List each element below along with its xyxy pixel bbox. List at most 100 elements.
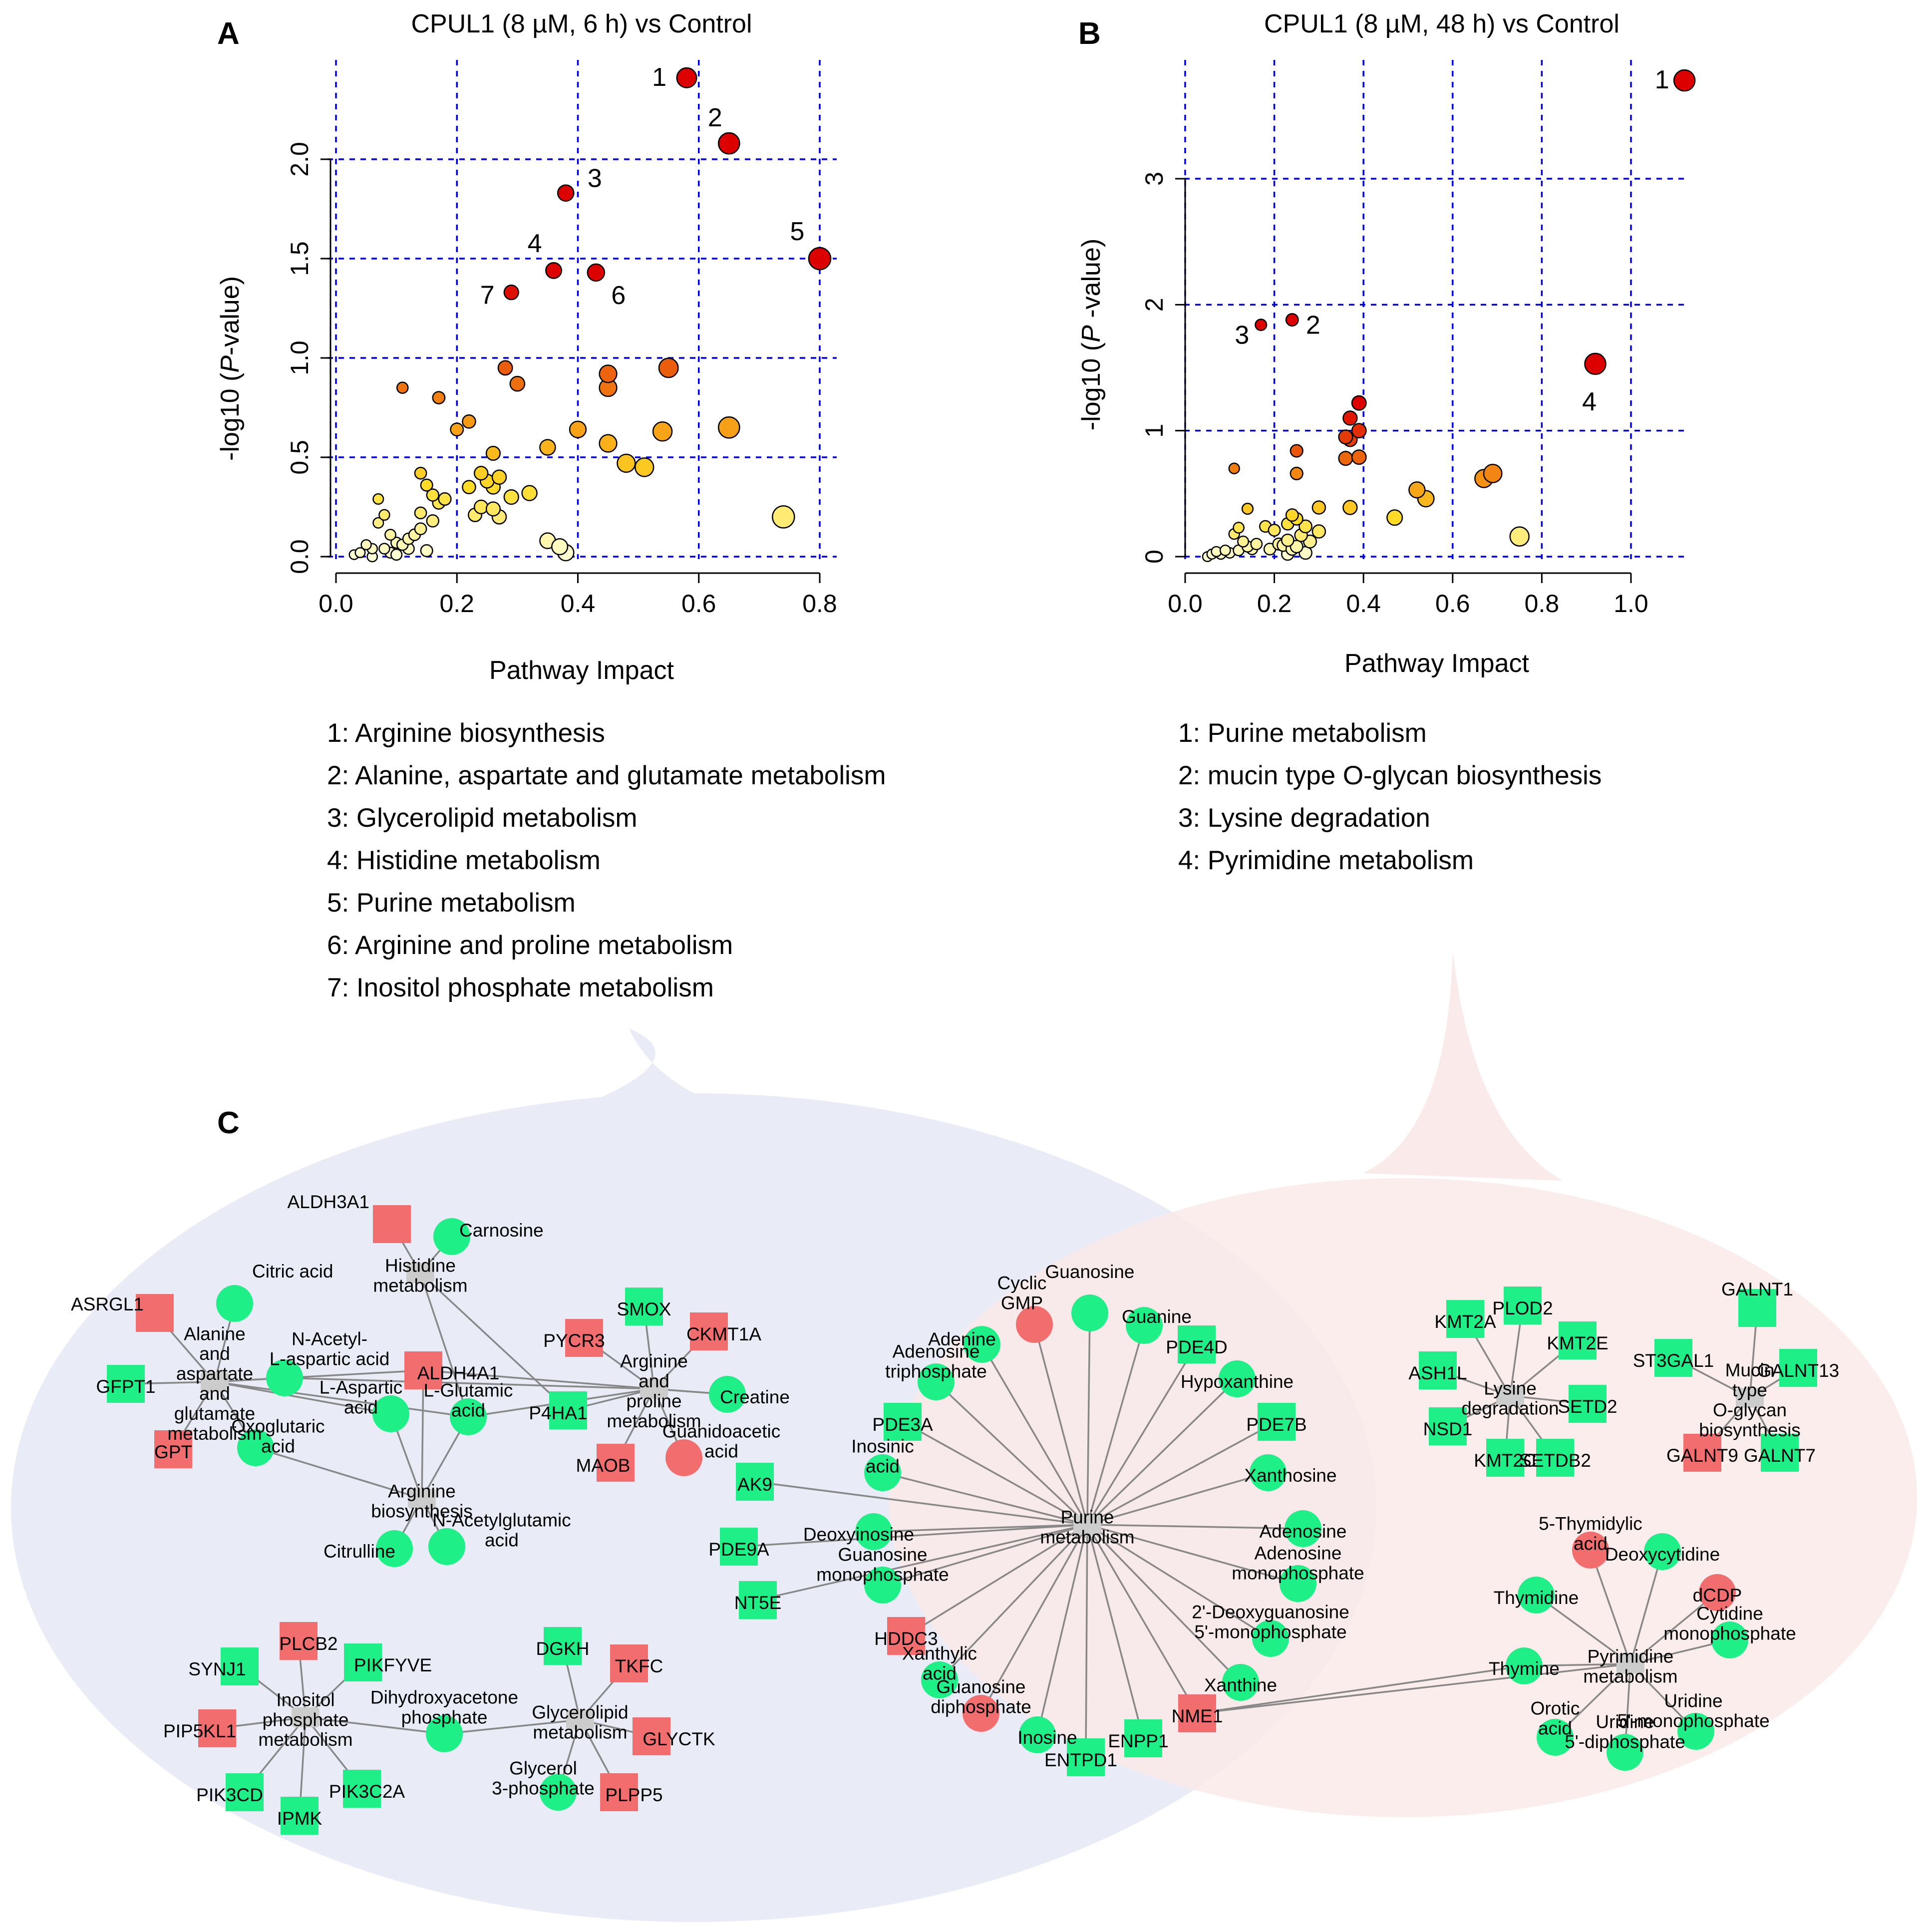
point-label: 4: [1582, 387, 1597, 416]
data-point: [557, 184, 575, 202]
network-edge: [1086, 1524, 1144, 1739]
data-point: [1351, 395, 1367, 411]
data-point: [1483, 464, 1503, 483]
x-tick-label: 0.4: [561, 590, 596, 618]
network-node-label: NME1: [1172, 1706, 1223, 1726]
metabolite-node: [1285, 1510, 1321, 1547]
panel-a-ylabel: -log10 (P-value): [216, 276, 245, 461]
panel-b-ylabel: -log10 (P -value): [1077, 239, 1106, 430]
network-edge: [1629, 1551, 1663, 1664]
metabolite-node: [1677, 1713, 1714, 1750]
network-edge: [1087, 1524, 1271, 1639]
y-tick-label: 0: [1140, 550, 1168, 564]
network-edge: [423, 1369, 654, 1390]
y-tick-label: 2: [1140, 298, 1168, 312]
data-point: [473, 466, 489, 481]
network-node-label: ST3GAL1: [1633, 1350, 1714, 1371]
gene-node: [1178, 1325, 1216, 1363]
data-point: [485, 501, 501, 517]
data-point: [1408, 481, 1426, 499]
pathway-hub-label: Mucin type O-glycan biosynthesis: [1699, 1360, 1801, 1440]
gene-node: [1429, 1407, 1467, 1445]
metabolite-node: [665, 1439, 702, 1476]
network-node-label: ALDH3A1: [287, 1192, 369, 1212]
point-label: 5: [790, 217, 805, 246]
pathway-hub-label: Arginine biosynthesis: [371, 1481, 473, 1522]
data-point: [420, 544, 433, 558]
network-node-label: L-Glutamic acid: [424, 1380, 513, 1421]
metabolite-node: [540, 1774, 577, 1811]
network-edge: [1086, 1312, 1091, 1525]
metabolite-node: [1537, 1719, 1574, 1756]
gene-node: [739, 1581, 777, 1619]
point-label: 7: [480, 281, 495, 310]
network-node-label: PIK3C2A: [329, 1781, 405, 1802]
network-node-label: GLYCTK: [643, 1729, 715, 1749]
data-point: [808, 247, 832, 271]
data-point: [1351, 449, 1367, 465]
y-tick-label: 2.0: [286, 142, 314, 177]
network-edge: [902, 1421, 1088, 1526]
network-node-label: Xanthosine: [1244, 1465, 1336, 1486]
network-edge: [421, 1370, 424, 1499]
pathway-hub-label: Pyrimidine metabolism: [1583, 1646, 1677, 1687]
network-nodes: [107, 1205, 1817, 1835]
network-node-label: GALNT1: [1721, 1279, 1793, 1299]
pathway-hub-node: [566, 1710, 594, 1730]
network-node-label: N-Acetylglutamic acid: [432, 1510, 571, 1551]
network-node-label: 2'-Deoxyguanosine 5'-monophosphate: [1192, 1602, 1349, 1642]
gene-node: [720, 1528, 758, 1566]
network-node-label: PDE7B: [1246, 1414, 1306, 1435]
network-hubs: [201, 1263, 1764, 1730]
data-point: [1237, 535, 1250, 548]
metabolite-node: [1016, 1306, 1053, 1343]
legend-a-item: 7: Inositol phosphate metabolism: [327, 973, 714, 1002]
network-node-label: GFPT1: [96, 1376, 155, 1397]
point-label: 2: [708, 103, 722, 132]
panel-b-title: CPUL1 (8 µM, 48 h) vs Control: [1264, 9, 1619, 38]
gene-node: [1569, 1385, 1607, 1423]
panel-a-xlabel: Pathway Impact: [489, 656, 674, 685]
data-point: [1228, 462, 1240, 475]
metabolite-node: [1126, 1307, 1163, 1344]
legend-a-item: 6: Arginine and proline metabolism: [327, 931, 733, 960]
metabolite-node: [918, 1363, 955, 1400]
x-tick-label: 0.8: [802, 590, 837, 618]
legend-a-item: 4: Histidine metabolism: [327, 846, 601, 875]
network-node-label: ASRGL1: [71, 1294, 144, 1314]
gene-node: [549, 1391, 587, 1429]
legend-a-item: 1: Arginine biosynthesis: [327, 718, 605, 748]
data-point: [426, 514, 440, 528]
network-edge: [754, 1481, 1088, 1526]
network-node-label: Thymine: [1489, 1658, 1560, 1679]
metabolite-node: [1711, 1621, 1748, 1658]
network-node-label: 5-Thymidylic acid: [1539, 1514, 1642, 1554]
pathway-hub-node: [1073, 1515, 1101, 1535]
y-tick-label: 1: [1140, 424, 1168, 438]
network-edge: [1086, 1378, 1238, 1526]
pathway-hub-label: Inositol phosphate metabolism: [258, 1689, 352, 1750]
network-node-label: Cytidine monophosphate: [1663, 1604, 1796, 1644]
panel-a-title: CPUL1 (8 µM, 6 h) vs Control: [411, 9, 752, 38]
pathway-hub-label: Alanine and aspartate and glutamate metabolis…: [167, 1323, 262, 1444]
network-edge: [980, 1524, 1088, 1714]
pathway-hub-node: [201, 1372, 229, 1392]
network-node-label: Creatine: [720, 1387, 790, 1407]
data-point: [414, 466, 427, 480]
gene-node: [610, 1644, 648, 1682]
left-region-callout: [599, 1028, 709, 1101]
panel-a-legend: 1: Arginine biosynthesis 2: Alanine, asp…: [327, 712, 886, 1009]
metabolite-node: [963, 1695, 999, 1732]
network-edge: [255, 1447, 422, 1500]
pathway-hub-node: [1736, 1388, 1764, 1408]
panel-b-axes: 0.0 0.2 0.4 0.6 0.8 1.0 0 1 2 3: [1140, 172, 1648, 618]
network-node-label: SETDB2: [1519, 1450, 1591, 1471]
data-point: [1338, 429, 1353, 445]
network-edge: [1086, 1524, 1198, 1714]
data-point: [354, 547, 366, 559]
network-node-label: Deoxyinosine: [803, 1524, 914, 1545]
pathway-hub-node: [1616, 1654, 1644, 1674]
pathway-hub-node: [406, 1263, 434, 1283]
network-node-label: Xanthylic acid: [902, 1643, 977, 1684]
network-node-label: Glycerol 3-phosphate: [492, 1758, 595, 1799]
